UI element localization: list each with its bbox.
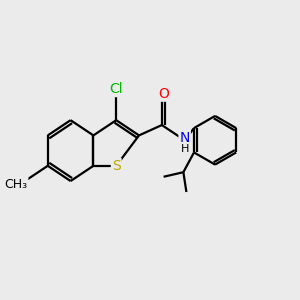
Text: H: H	[181, 144, 189, 154]
Text: CH₃: CH₃	[4, 178, 27, 190]
Text: Cl: Cl	[110, 82, 123, 96]
Text: S: S	[112, 159, 121, 173]
Text: O: O	[158, 87, 169, 101]
Text: N: N	[179, 131, 190, 145]
